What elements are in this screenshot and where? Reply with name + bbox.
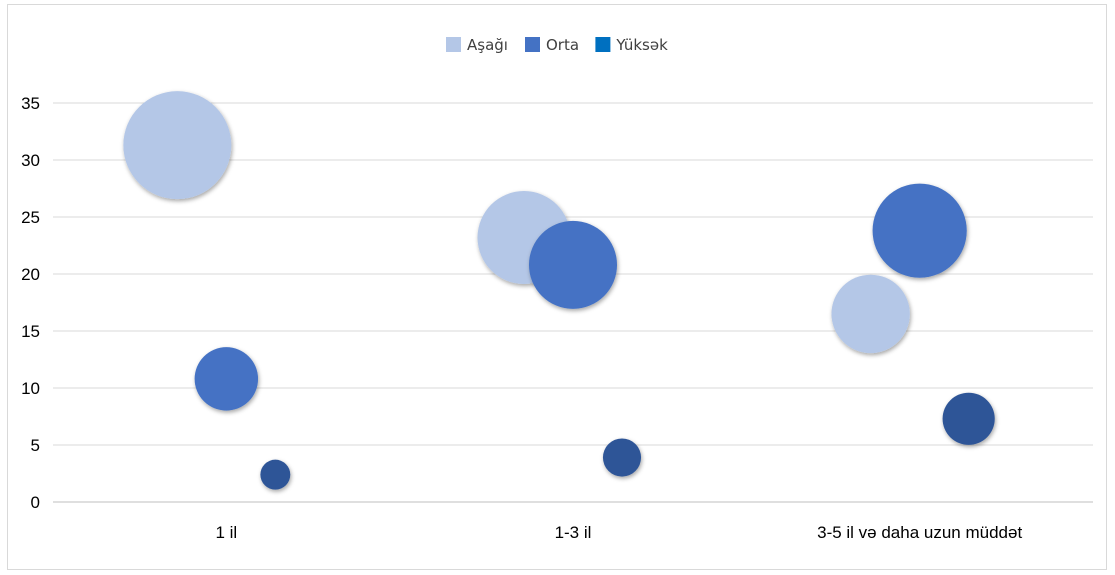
y-tick-label: 35 xyxy=(21,94,40,113)
x-axis: 1 il 1-3 il 3-5 il və daha uzun müddət xyxy=(215,523,1022,542)
legend: Aşağı Orta Yüksək xyxy=(446,36,668,54)
legend-swatch xyxy=(595,37,611,52)
y-tick-label: 15 xyxy=(21,322,40,341)
y-tick-label: 30 xyxy=(21,151,40,170)
y-tick-label: 0 xyxy=(31,493,40,512)
x-tick-label: 1-3 il xyxy=(555,523,592,542)
bubble xyxy=(194,347,259,411)
y-tick-label: 25 xyxy=(21,208,40,227)
bubble xyxy=(602,438,642,477)
bubble xyxy=(831,274,910,354)
x-tick-label: 3-5 il və daha uzun müddət xyxy=(817,523,1022,542)
bubble xyxy=(528,220,618,309)
bubble xyxy=(123,91,232,200)
bubbles xyxy=(123,91,995,490)
y-tick-label: 5 xyxy=(31,436,40,455)
bubble xyxy=(260,459,291,490)
legend-swatch xyxy=(525,37,540,52)
legend-swatch xyxy=(446,37,461,52)
bubble xyxy=(872,183,967,278)
legend-label: Orta xyxy=(546,36,579,54)
bubble xyxy=(942,392,995,445)
x-tick-label: 1 il xyxy=(215,523,237,542)
legend-label: Yüksək xyxy=(615,36,668,54)
y-tick-label: 10 xyxy=(21,379,40,398)
y-axis: 0 5 10 15 20 25 30 35 xyxy=(21,94,40,512)
legend-label: Aşağı xyxy=(467,36,508,54)
y-tick-label: 20 xyxy=(21,265,40,284)
